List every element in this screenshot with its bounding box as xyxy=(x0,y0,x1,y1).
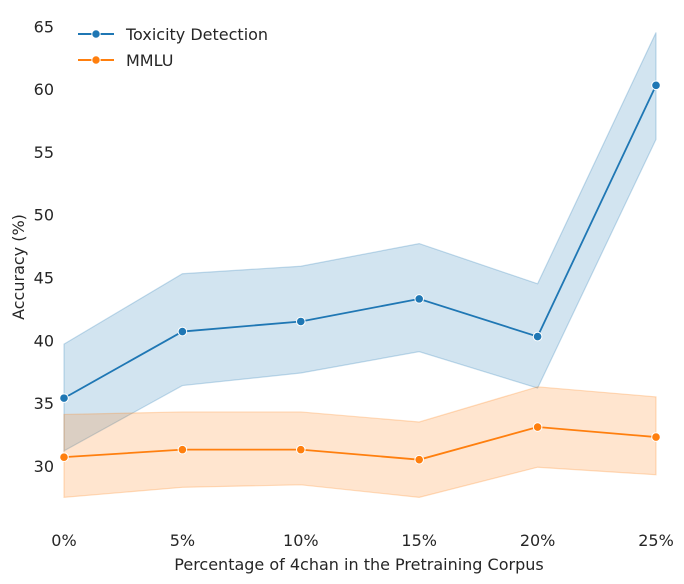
point-toxicity-detection-10 xyxy=(296,316,306,327)
point-mmlu-10 xyxy=(296,444,306,455)
legend-label-toxicity-detection: Toxicity Detection xyxy=(125,25,268,44)
x-tick-10: 10% xyxy=(283,531,319,550)
x-tick-15: 15% xyxy=(401,531,437,550)
y-tick-30: 30 xyxy=(34,457,54,476)
legend: Toxicity Detection MMLU xyxy=(78,25,268,70)
series-lines xyxy=(63,84,657,461)
y-tick-50: 50 xyxy=(34,206,54,225)
y-tick-35: 35 xyxy=(34,394,54,413)
y-tick-60: 60 xyxy=(34,80,54,99)
point-toxicity-detection-5 xyxy=(177,326,188,337)
x-tick-5: 5% xyxy=(170,531,195,550)
data-points xyxy=(59,80,661,465)
point-mmlu-20 xyxy=(532,422,543,432)
band-mmlu xyxy=(63,386,657,499)
point-toxicity-detection-15 xyxy=(414,294,425,304)
point-mmlu-5 xyxy=(177,444,188,455)
confidence-bands xyxy=(63,32,657,499)
point-mmlu-0 xyxy=(59,452,69,462)
x-tick-0: 0% xyxy=(51,531,76,550)
line-toxicity-detection xyxy=(63,84,657,399)
point-toxicity-detection-20 xyxy=(532,331,543,342)
legend-label-mmlu: MMLU xyxy=(126,51,173,70)
point-mmlu-25 xyxy=(651,432,661,442)
y-axis-label: Accuracy (%) xyxy=(9,214,28,320)
x-axis-ticks: 0% 5% 10% 15% 20% 25% xyxy=(51,531,673,550)
y-tick-55: 55 xyxy=(34,143,54,162)
band-toxicity-detection xyxy=(63,32,657,452)
x-axis-label: Percentage of 4chan in the Pretraining C… xyxy=(174,555,543,574)
y-axis-ticks: 30 35 40 45 50 55 60 65 xyxy=(34,17,54,476)
x-tick-20: 20% xyxy=(520,531,556,550)
x-tick-25: 25% xyxy=(638,531,674,550)
y-tick-40: 40 xyxy=(34,331,54,350)
point-toxicity-detection-0 xyxy=(59,393,69,403)
line-mmlu xyxy=(63,426,657,461)
legend-marker-mmlu xyxy=(91,55,101,65)
legend-marker-toxicity-detection xyxy=(91,29,101,39)
y-tick-45: 45 xyxy=(34,269,54,288)
point-mmlu-15 xyxy=(414,454,425,465)
point-toxicity-detection-25 xyxy=(651,80,661,91)
y-tick-65: 65 xyxy=(34,17,54,36)
